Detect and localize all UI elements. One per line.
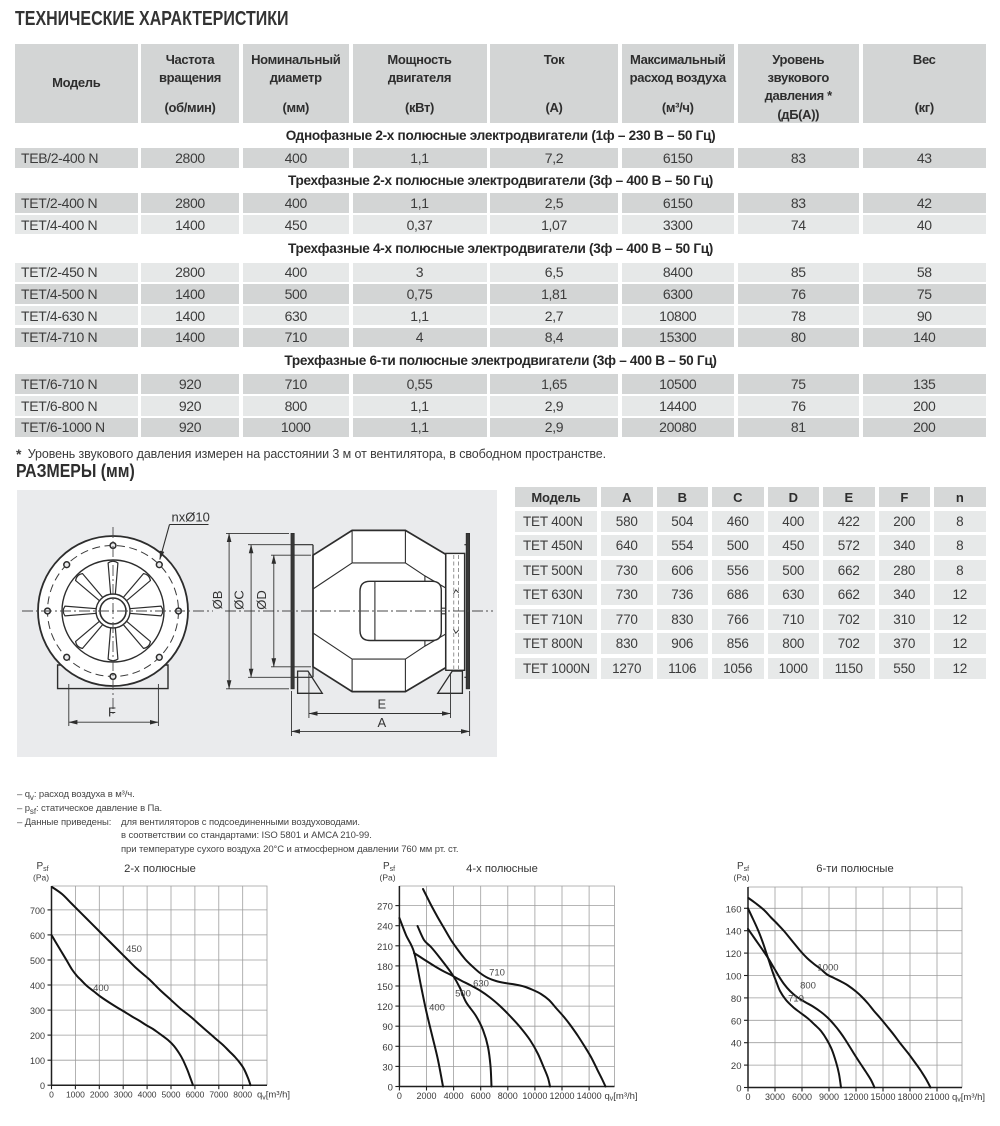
svg-text:400: 400 xyxy=(30,981,45,991)
svg-text:(Pa): (Pa) xyxy=(33,873,49,883)
svg-text:3000: 3000 xyxy=(765,1092,785,1102)
svg-text:500: 500 xyxy=(455,989,471,1000)
svg-text:0: 0 xyxy=(388,1083,393,1094)
svg-text:0: 0 xyxy=(745,1092,750,1102)
svg-text:ØD: ØD xyxy=(254,590,269,610)
svg-text:90: 90 xyxy=(382,1022,393,1033)
svg-text:ØB: ØB xyxy=(210,591,225,610)
svg-text:6000: 6000 xyxy=(185,1090,204,1100)
svg-text:400: 400 xyxy=(429,1003,445,1014)
svg-text:15000: 15000 xyxy=(870,1092,895,1102)
svg-text:20: 20 xyxy=(731,1061,742,1072)
svg-text:140: 140 xyxy=(726,927,742,938)
svg-text:150: 150 xyxy=(377,982,393,993)
svg-text:30: 30 xyxy=(382,1062,393,1073)
svg-text:qv[m³/h]: qv[m³/h] xyxy=(257,1090,290,1102)
svg-text:120: 120 xyxy=(726,949,742,960)
svg-text:3000: 3000 xyxy=(114,1090,133,1100)
svg-text:7000: 7000 xyxy=(209,1090,228,1100)
svg-text:210: 210 xyxy=(377,942,393,953)
svg-text:200: 200 xyxy=(30,1031,45,1041)
svg-text:500: 500 xyxy=(30,956,45,966)
svg-text:12000: 12000 xyxy=(549,1091,574,1101)
svg-text:1000: 1000 xyxy=(66,1090,85,1100)
svg-text:40: 40 xyxy=(731,1039,742,1050)
svg-text:630: 630 xyxy=(473,979,489,990)
svg-text:0: 0 xyxy=(397,1091,402,1101)
svg-text:nxØ10: nxØ10 xyxy=(172,510,210,525)
svg-text:4000: 4000 xyxy=(138,1090,157,1100)
svg-text:F: F xyxy=(108,705,116,720)
svg-text:270: 270 xyxy=(377,902,393,913)
svg-text:400: 400 xyxy=(93,983,109,994)
svg-text:450: 450 xyxy=(126,944,142,955)
svg-text:0: 0 xyxy=(40,1081,45,1091)
svg-text:2-х полюсные: 2-х полюсные xyxy=(124,863,196,875)
svg-text:0: 0 xyxy=(49,1090,54,1100)
svg-text:800: 800 xyxy=(800,981,816,992)
svg-text:(Pa): (Pa) xyxy=(734,873,750,883)
svg-text:300: 300 xyxy=(30,1006,45,1016)
svg-text:ØC: ØC xyxy=(232,590,247,610)
svg-text:180: 180 xyxy=(377,962,393,973)
svg-text:80: 80 xyxy=(731,994,742,1005)
svg-text:600: 600 xyxy=(30,931,45,941)
svg-text:4-х полюсные: 4-х полюсные xyxy=(466,863,538,875)
svg-text:100: 100 xyxy=(30,1056,45,1066)
svg-text:qv[m³/h]: qv[m³/h] xyxy=(605,1091,638,1103)
svg-text:100: 100 xyxy=(726,972,742,983)
svg-text:60: 60 xyxy=(731,1016,742,1027)
svg-text:E: E xyxy=(377,697,386,712)
svg-text:8000: 8000 xyxy=(233,1090,252,1100)
svg-text:2000: 2000 xyxy=(416,1091,436,1101)
svg-text:21000: 21000 xyxy=(924,1092,949,1102)
svg-text:700: 700 xyxy=(30,906,45,916)
svg-text:A: A xyxy=(377,715,386,730)
svg-text:2000: 2000 xyxy=(90,1090,109,1100)
svg-text:Psf: Psf xyxy=(383,861,395,873)
svg-text:240: 240 xyxy=(377,922,393,933)
svg-text:qv[m³/h]: qv[m³/h] xyxy=(952,1092,985,1104)
svg-text:9000: 9000 xyxy=(819,1092,839,1102)
svg-text:6000: 6000 xyxy=(792,1092,812,1102)
svg-text:6-ти полюсные: 6-ти полюсные xyxy=(816,863,893,875)
svg-text:14000: 14000 xyxy=(577,1091,602,1101)
svg-text:10000: 10000 xyxy=(522,1091,547,1101)
svg-text:60: 60 xyxy=(382,1042,393,1053)
svg-text:12000: 12000 xyxy=(843,1092,868,1102)
svg-text:8000: 8000 xyxy=(498,1091,518,1101)
svg-text:6000: 6000 xyxy=(471,1091,491,1101)
svg-text:Psf: Psf xyxy=(737,861,749,873)
svg-text:0: 0 xyxy=(736,1084,741,1095)
svg-text:160: 160 xyxy=(726,904,742,915)
svg-text:18000: 18000 xyxy=(897,1092,922,1102)
svg-text:(Pa): (Pa) xyxy=(380,873,396,883)
svg-text:4000: 4000 xyxy=(444,1091,464,1101)
svg-text:710: 710 xyxy=(788,994,804,1005)
svg-text:5000: 5000 xyxy=(162,1090,181,1100)
svg-text:120: 120 xyxy=(377,1002,393,1013)
svg-text:710: 710 xyxy=(489,968,505,979)
svg-text:Psf: Psf xyxy=(37,861,49,873)
svg-text:1000: 1000 xyxy=(817,963,838,974)
